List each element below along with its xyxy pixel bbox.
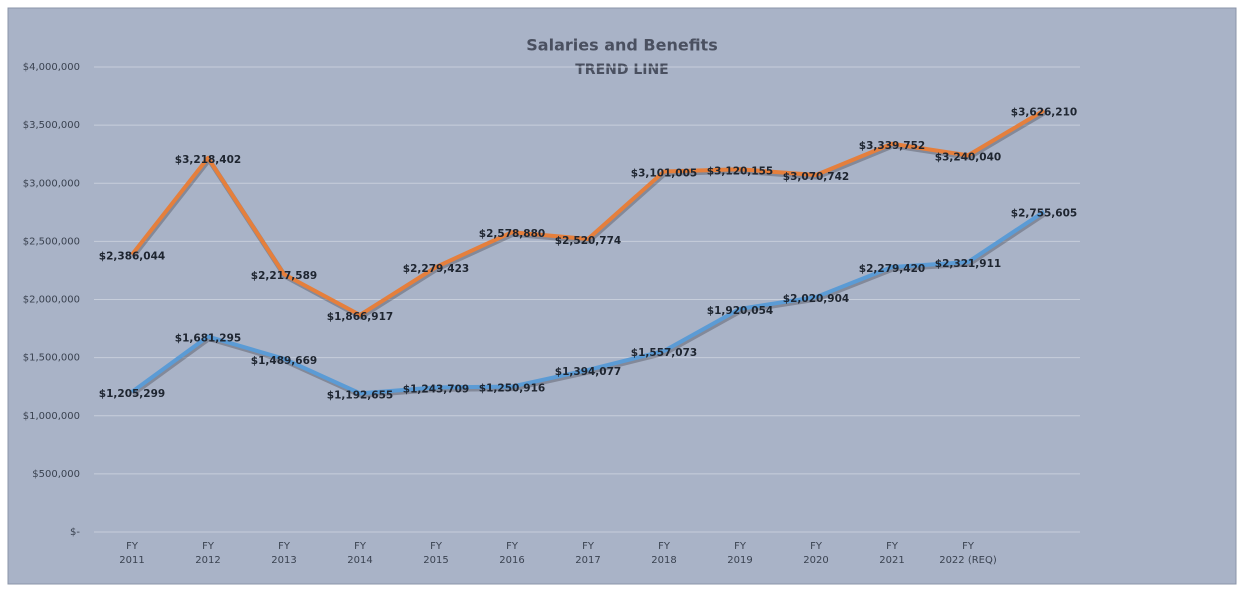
data-label: $3,070,742 xyxy=(783,171,849,183)
chart-subtitle: TREND LINE xyxy=(575,62,669,78)
series-line xyxy=(130,209,1046,396)
x-tick-label: FY 2018 xyxy=(651,541,676,566)
data-label: $3,218,402 xyxy=(175,154,241,166)
series-line xyxy=(130,108,1046,317)
y-tick-label: $- xyxy=(70,527,80,538)
data-label: $2,217,589 xyxy=(251,270,317,282)
x-tick-label: FY 2014 xyxy=(347,541,372,566)
y-tick-label: $4,000,000 xyxy=(23,62,80,73)
data-label: $3,101,005 xyxy=(631,168,697,180)
data-label: $2,279,423 xyxy=(403,263,469,275)
x-tick-label: FY 2013 xyxy=(271,541,296,566)
chart-title: Salaries and Benefits xyxy=(526,36,717,55)
x-tick-label: FY 2019 xyxy=(727,541,752,566)
x-tick-label: FY 2020 xyxy=(803,541,828,566)
y-tick-label: $1,500,000 xyxy=(23,353,80,364)
y-tick-label: $500,000 xyxy=(32,469,80,480)
data-label: $1,920,054 xyxy=(707,305,773,317)
data-label: $1,250,916 xyxy=(479,383,545,395)
x-tick-label: FY 2022 (REQ) xyxy=(939,541,997,566)
y-tick-label: $3,000,000 xyxy=(23,178,80,189)
x-tick-label: FY 2021 xyxy=(879,541,904,566)
x-tick-label: FY 2016 xyxy=(499,541,524,566)
chart-background xyxy=(7,7,1237,585)
x-tick-label: FY 2012 xyxy=(195,541,220,566)
data-label: $1,489,669 xyxy=(251,355,317,367)
data-label: $3,339,752 xyxy=(859,140,925,152)
data-label: $2,386,044 xyxy=(99,251,165,263)
data-label: $2,755,605 xyxy=(1011,208,1077,220)
data-label: $2,578,880 xyxy=(479,228,545,240)
data-label: $3,626,210 xyxy=(1011,106,1077,118)
data-label: $1,557,073 xyxy=(631,347,697,359)
x-tick-label: FY 2011 xyxy=(119,541,144,566)
x-tick-label: FY 2017 xyxy=(575,541,600,566)
y-tick-label: $2,000,000 xyxy=(23,295,80,306)
y-tick-label: $1,000,000 xyxy=(23,411,80,422)
data-label: $3,240,040 xyxy=(935,151,1001,163)
data-label: $2,321,911 xyxy=(935,258,1001,270)
data-label: $1,192,655 xyxy=(327,389,393,401)
y-tick-label: $3,500,000 xyxy=(23,120,80,131)
data-label: $2,520,774 xyxy=(555,235,621,247)
data-label: $3,120,155 xyxy=(707,165,773,177)
data-label: $1,205,299 xyxy=(99,388,165,400)
data-label: $2,279,420 xyxy=(859,263,925,275)
data-label: $1,866,917 xyxy=(327,311,393,323)
data-label: $1,243,709 xyxy=(403,383,469,395)
data-label: $1,394,077 xyxy=(555,366,621,378)
x-tick-label: FY 2015 xyxy=(423,541,448,566)
data-label: $1,681,295 xyxy=(175,333,241,345)
y-tick-label: $2,500,000 xyxy=(23,236,80,247)
data-label: $2,020,904 xyxy=(783,293,849,305)
